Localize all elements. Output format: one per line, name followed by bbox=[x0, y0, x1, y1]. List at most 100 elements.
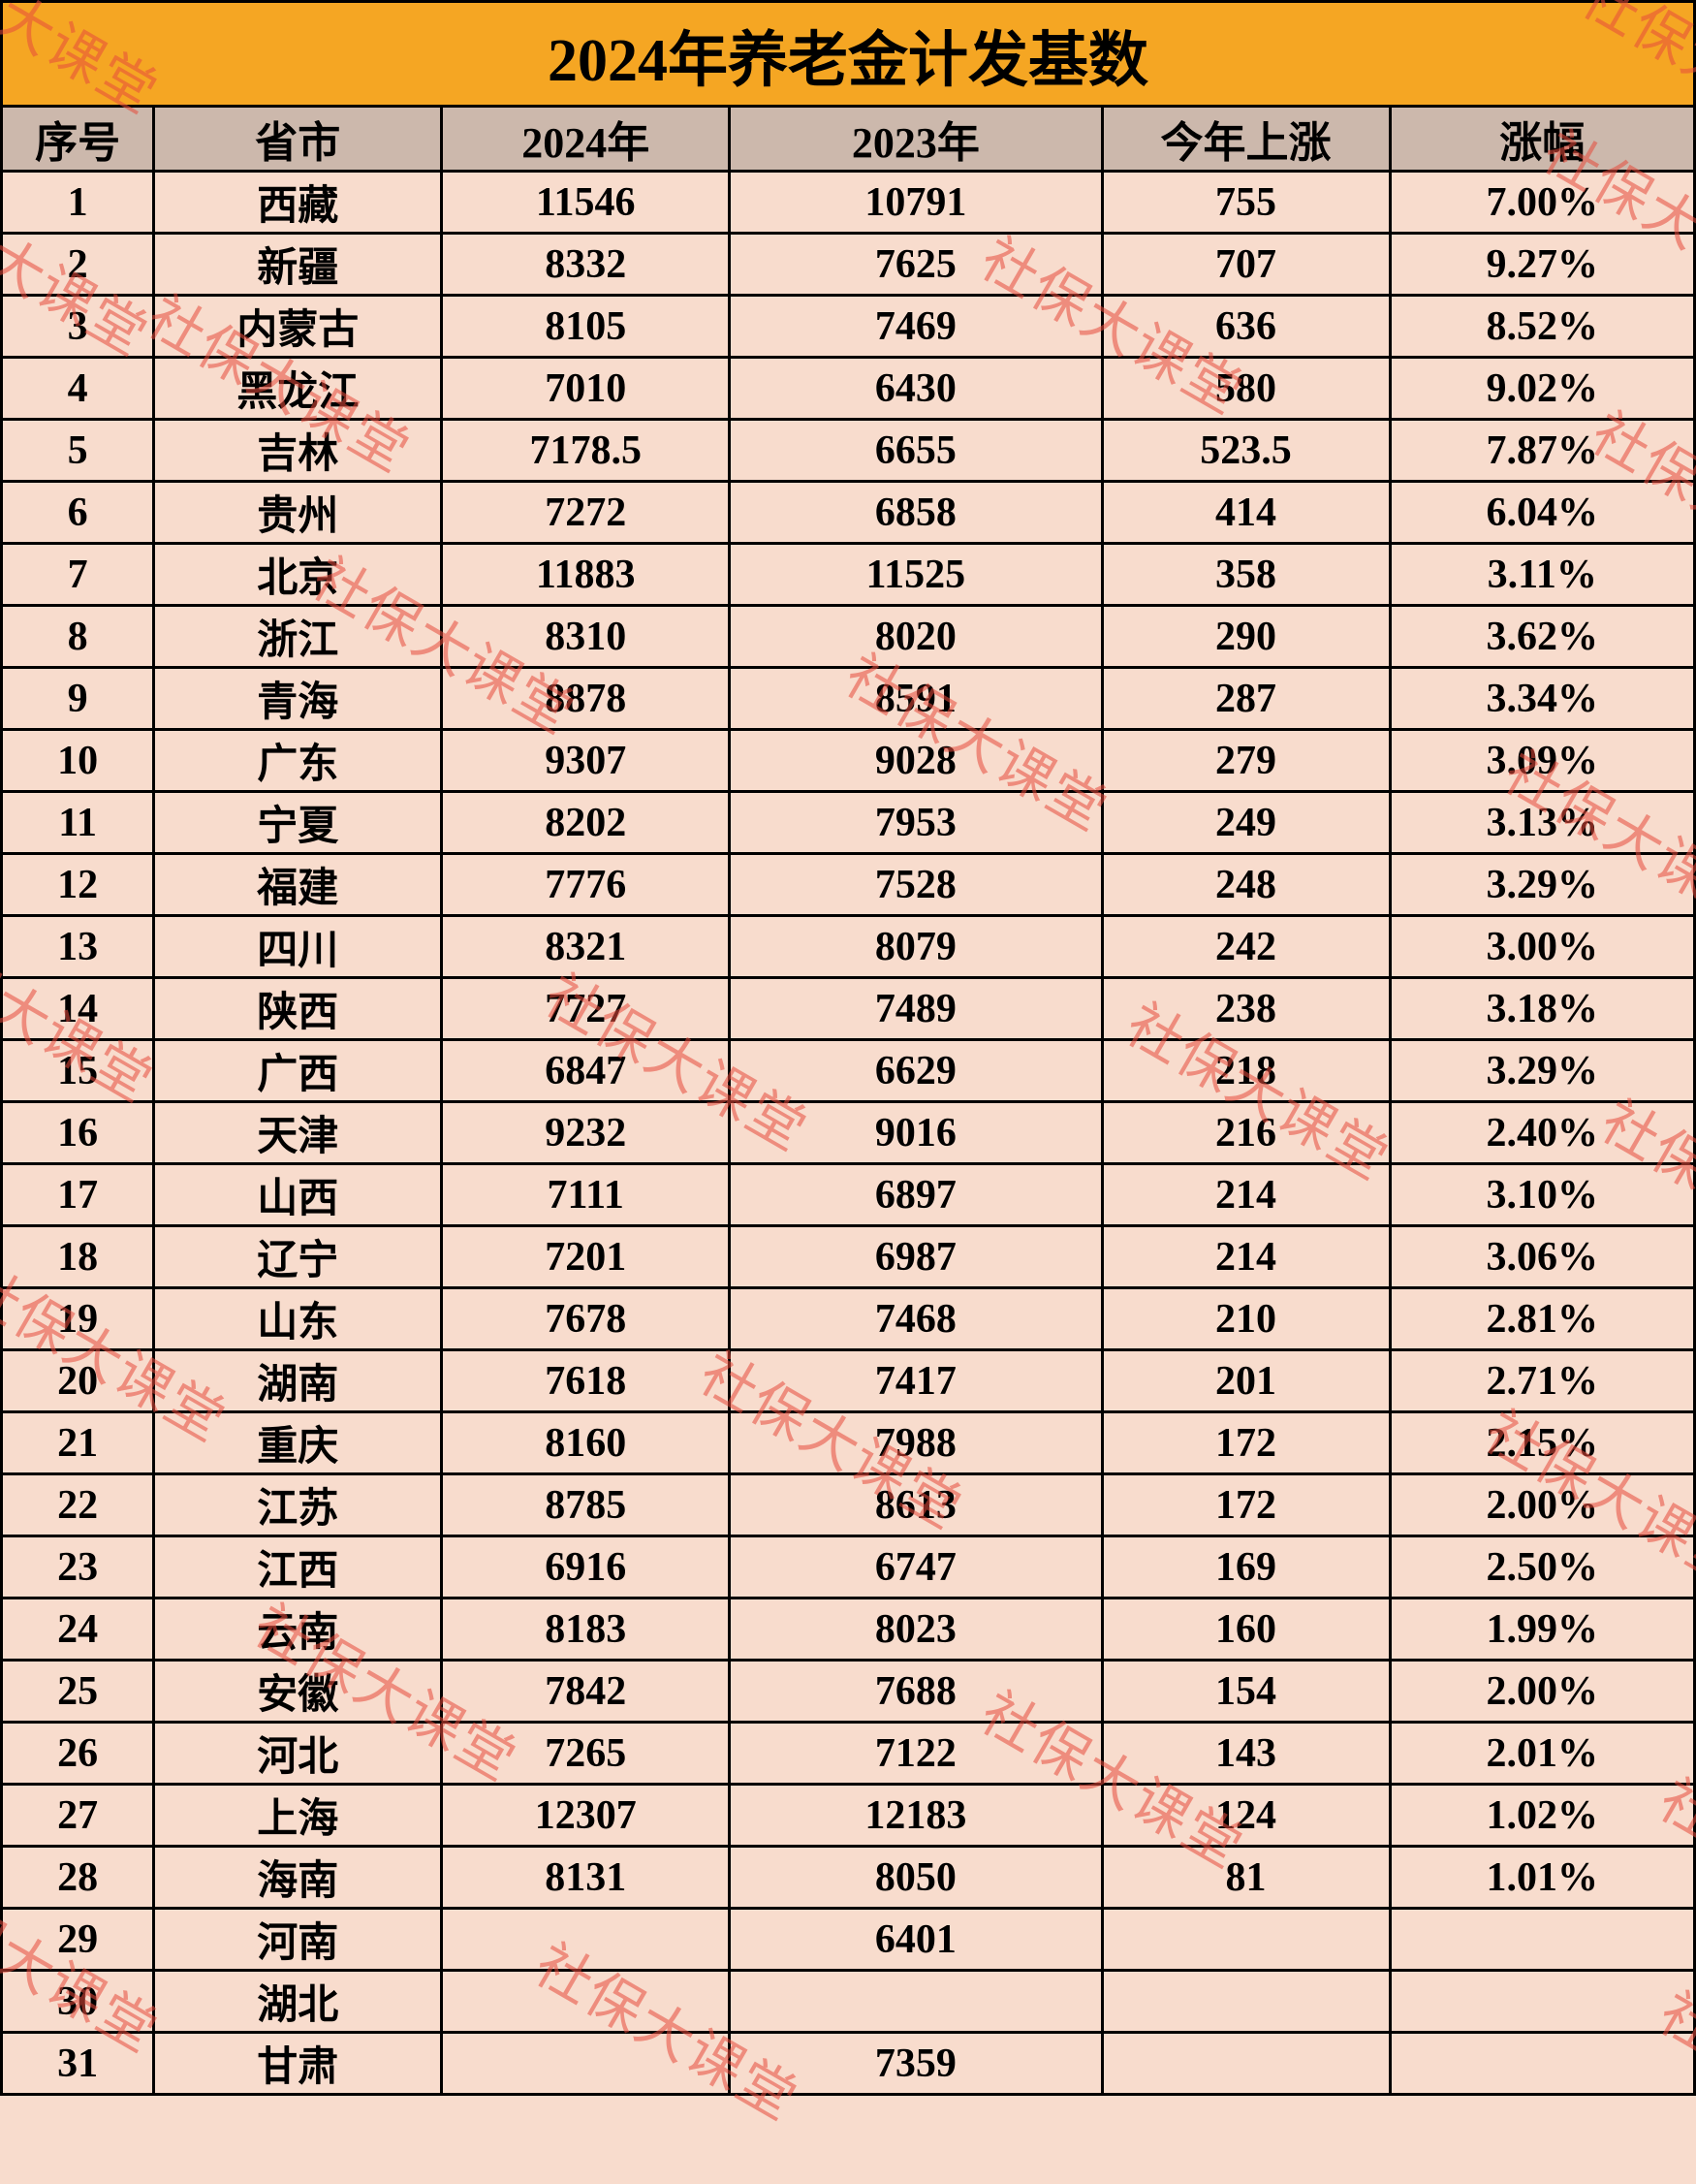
table-row: 13四川832180792423.00% bbox=[2, 916, 1695, 978]
table-row: 30湖北 bbox=[2, 1971, 1695, 2033]
table-cell: 6 bbox=[2, 482, 154, 544]
table-cell: 陕西 bbox=[154, 978, 442, 1040]
table-cell: 8310 bbox=[442, 606, 730, 668]
table-cell: 7359 bbox=[730, 2033, 1102, 2095]
table-cell: 29 bbox=[2, 1909, 154, 1971]
header-row: 序号 省市 2024年 2023年 今年上涨 涨幅 bbox=[2, 107, 1695, 172]
table-cell: 4 bbox=[2, 358, 154, 420]
table-row: 5吉林7178.56655523.57.87% bbox=[2, 420, 1695, 482]
table-cell: 浙江 bbox=[154, 606, 442, 668]
table-cell bbox=[442, 2033, 730, 2095]
table-cell: 7.00% bbox=[1390, 172, 1695, 234]
table-cell: 6858 bbox=[730, 482, 1102, 544]
table-row: 4黑龙江701064305809.02% bbox=[2, 358, 1695, 420]
table-cell: 414 bbox=[1102, 482, 1390, 544]
table-cell: 山东 bbox=[154, 1288, 442, 1350]
table-cell: 7988 bbox=[730, 1412, 1102, 1474]
table-row: 24云南818380231601.99% bbox=[2, 1598, 1695, 1661]
table-row: 22江苏878586131722.00% bbox=[2, 1474, 1695, 1536]
table-cell bbox=[1390, 2033, 1695, 2095]
table-cell: 8020 bbox=[730, 606, 1102, 668]
table-cell: 3.09% bbox=[1390, 730, 1695, 792]
table-cell: 7688 bbox=[730, 1661, 1102, 1723]
table-cell: 3.10% bbox=[1390, 1164, 1695, 1226]
table-cell: 8591 bbox=[730, 668, 1102, 730]
table-cell: 6629 bbox=[730, 1040, 1102, 1102]
table-cell: 辽宁 bbox=[154, 1226, 442, 1288]
table-cell: 2.15% bbox=[1390, 1412, 1695, 1474]
table-cell: 30 bbox=[2, 1971, 154, 2033]
table-cell: 7111 bbox=[442, 1164, 730, 1226]
table-cell: 81 bbox=[1102, 1847, 1390, 1909]
table-cell: 7776 bbox=[442, 854, 730, 916]
table-cell: 23 bbox=[2, 1536, 154, 1598]
table-cell: 12307 bbox=[442, 1785, 730, 1847]
table-cell: 20 bbox=[2, 1350, 154, 1412]
page-title: 2024年养老金计发基数 bbox=[548, 11, 1148, 98]
table-cell: 238 bbox=[1102, 978, 1390, 1040]
table-cell: 16 bbox=[2, 1102, 154, 1164]
table-cell: 214 bbox=[1102, 1226, 1390, 1288]
table-cell: 2 bbox=[2, 234, 154, 296]
table-cell: 河北 bbox=[154, 1723, 442, 1785]
table-cell: 214 bbox=[1102, 1164, 1390, 1226]
table-cell: 7417 bbox=[730, 1350, 1102, 1412]
table-cell: 7678 bbox=[442, 1288, 730, 1350]
table-cell: 天津 bbox=[154, 1102, 442, 1164]
table-cell: 12183 bbox=[730, 1785, 1102, 1847]
table-row: 25安徽784276881542.00% bbox=[2, 1661, 1695, 1723]
table-cell: 福建 bbox=[154, 854, 442, 916]
table-cell: 6747 bbox=[730, 1536, 1102, 1598]
table-cell: 6916 bbox=[442, 1536, 730, 1598]
table-cell: 21 bbox=[2, 1412, 154, 1474]
table-cell: 160 bbox=[1102, 1598, 1390, 1661]
table-cell: 12 bbox=[2, 854, 154, 916]
table-cell: 8050 bbox=[730, 1847, 1102, 1909]
table-cell: 22 bbox=[2, 1474, 154, 1536]
table-cell: 9.27% bbox=[1390, 234, 1695, 296]
table-row: 20湖南761874172012.71% bbox=[2, 1350, 1695, 1412]
table-cell: 580 bbox=[1102, 358, 1390, 420]
table-cell: 8105 bbox=[442, 296, 730, 358]
table-cell: 14 bbox=[2, 978, 154, 1040]
table-cell: 6897 bbox=[730, 1164, 1102, 1226]
table-cell: 7201 bbox=[442, 1226, 730, 1288]
table-cell bbox=[1102, 2033, 1390, 2095]
table-cell: 安徽 bbox=[154, 1661, 442, 1723]
table-cell: 四川 bbox=[154, 916, 442, 978]
table-cell: 8 bbox=[2, 606, 154, 668]
table-cell: 31 bbox=[2, 2033, 154, 2095]
col-2024: 2024年 bbox=[442, 107, 730, 172]
table-cell: 9016 bbox=[730, 1102, 1102, 1164]
table-cell: 8079 bbox=[730, 916, 1102, 978]
title-bar: 2024年养老金计发基数 bbox=[0, 0, 1696, 105]
table-cell: 重庆 bbox=[154, 1412, 442, 1474]
pension-table: 序号 省市 2024年 2023年 今年上涨 涨幅 1西藏11546107917… bbox=[0, 105, 1696, 2096]
table-cell: 黑龙江 bbox=[154, 358, 442, 420]
table-cell: 7 bbox=[2, 544, 154, 606]
table-cell: 172 bbox=[1102, 1474, 1390, 1536]
table-cell: 27 bbox=[2, 1785, 154, 1847]
table-cell: 7528 bbox=[730, 854, 1102, 916]
table-cell: 11883 bbox=[442, 544, 730, 606]
table-cell: 6.04% bbox=[1390, 482, 1695, 544]
table-cell: 江西 bbox=[154, 1536, 442, 1598]
table-cell: 2.50% bbox=[1390, 1536, 1695, 1598]
table-cell: 15 bbox=[2, 1040, 154, 1102]
table-cell: 新疆 bbox=[154, 234, 442, 296]
table-cell: 9.02% bbox=[1390, 358, 1695, 420]
table-cell: 9 bbox=[2, 668, 154, 730]
table-cell bbox=[442, 1909, 730, 1971]
col-inc: 今年上涨 bbox=[1102, 107, 1390, 172]
table-cell: 8160 bbox=[442, 1412, 730, 1474]
table-cell: 7625 bbox=[730, 234, 1102, 296]
table-cell: 2.71% bbox=[1390, 1350, 1695, 1412]
table-cell: 2.00% bbox=[1390, 1474, 1695, 1536]
table-cell: 8332 bbox=[442, 234, 730, 296]
table-row: 21重庆816079881722.15% bbox=[2, 1412, 1695, 1474]
table-cell: 11 bbox=[2, 792, 154, 854]
table-cell: 8878 bbox=[442, 668, 730, 730]
table-cell: 6987 bbox=[730, 1226, 1102, 1288]
table-cell bbox=[730, 1971, 1102, 2033]
table-cell: 吉林 bbox=[154, 420, 442, 482]
